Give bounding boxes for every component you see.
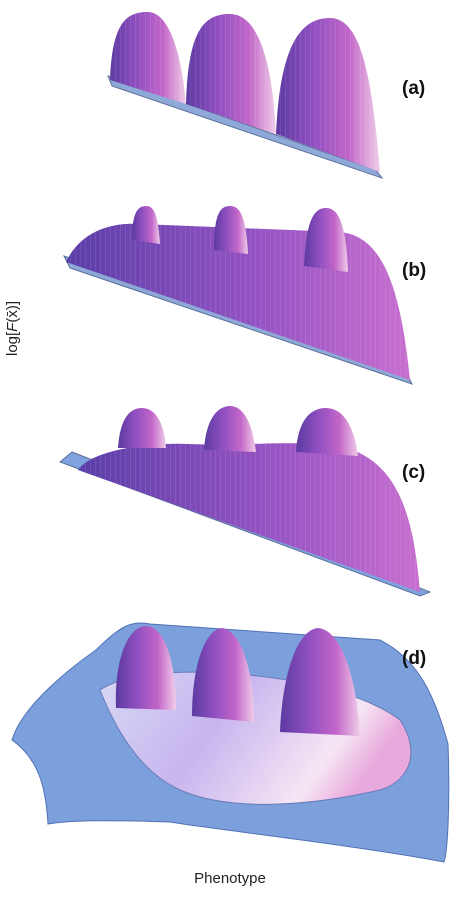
panel-a-surface <box>107 12 384 179</box>
panel-label-c: (c) <box>402 462 426 483</box>
panel-c-peak-1 <box>118 408 166 448</box>
panel-a-base <box>107 75 384 179</box>
panel-d-peak-2 <box>192 628 254 722</box>
panel-d-peak-1 <box>115 626 176 710</box>
panel-c-peak-3 <box>296 408 358 456</box>
y-axis-label-prefix: log[ <box>4 331 21 356</box>
panel-c-peak-2 <box>204 406 256 452</box>
panel-label-d: (d) <box>402 648 427 669</box>
y-axis-label-suffix: ] <box>4 300 21 306</box>
panel-b-surface <box>63 206 413 385</box>
panel-d-surface <box>11 622 450 863</box>
y-axis-label-variable: F <box>4 322 21 332</box>
panel-b-peak-3 <box>304 208 348 272</box>
panel-b-peak-2 <box>214 206 248 254</box>
panel-d-peak-3 <box>280 628 360 736</box>
panel-label-a: (a) <box>402 78 426 99</box>
y-axis-label: log[F(x̄)] <box>4 276 28 356</box>
panel-label-b: (b) <box>402 260 427 281</box>
x-axis-label: Phenotype <box>194 870 266 887</box>
panel-c-surface <box>59 406 432 597</box>
y-axis-label-argument: (x̄) <box>4 305 21 323</box>
panel-b-peak-1 <box>132 206 160 244</box>
